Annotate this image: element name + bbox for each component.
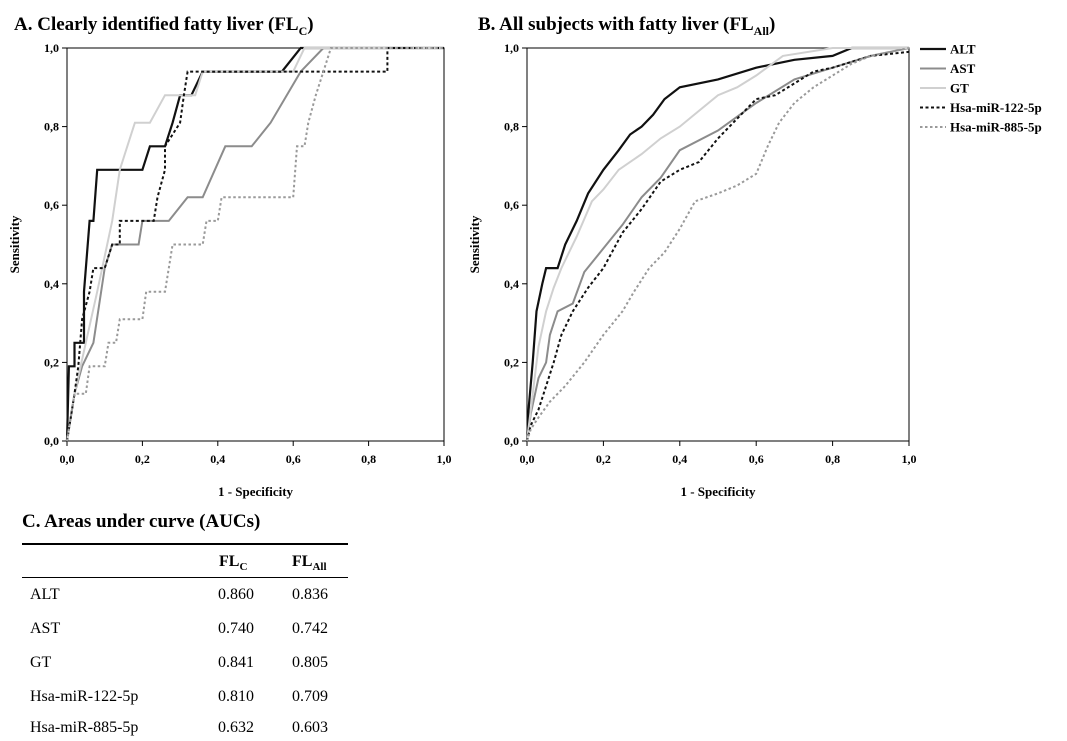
series-line-hsa-mir-122-5p xyxy=(526,50,910,442)
y-tick-label: 0,4 xyxy=(44,277,59,291)
legend-label: GT xyxy=(950,81,969,96)
series-line-ast xyxy=(526,47,910,442)
auc-flc: 0.810 xyxy=(218,688,254,705)
auc-flall: 0.836 xyxy=(292,586,328,603)
panel-a-title: A. Clearly identified fatty liver (FLC) xyxy=(14,14,314,38)
row-label: GT xyxy=(30,654,52,671)
table-top-rule xyxy=(22,543,348,545)
roc-charts: 0,0 0,2 0,4 0,6 0,8 1,0 0,0 0,2 0,4 0,6 0,8 1,0 1 - … xyxy=(7,41,1042,499)
x-tick-label: 1,0 xyxy=(437,452,452,466)
row-label: Hsa-miR-122-5p xyxy=(30,688,139,705)
series-line-hsa-mir-885-5p xyxy=(526,47,910,442)
series-line-alt xyxy=(525,46,909,442)
y-tick-label: 0,8 xyxy=(44,120,59,134)
x-tick-label: 0,6 xyxy=(286,452,301,466)
x-tick-label: 0,0 xyxy=(60,452,75,466)
auc-flall: 0.805 xyxy=(292,654,328,671)
panel-b-title: B. All subjects with fatty liver (FLAll) xyxy=(478,14,776,38)
x-axis-label: 1 - Specificity xyxy=(218,484,294,499)
x-tick-label: 0,6 xyxy=(749,452,764,466)
series-line-hsa-mir-122-5p xyxy=(66,47,444,442)
auc-table-title: C. Areas under curve (AUCs) xyxy=(22,511,261,532)
row-label: AST xyxy=(30,620,61,637)
legend-label: AST xyxy=(950,61,976,76)
x-tick-label: 0,8 xyxy=(825,452,840,466)
x-tick-label: 0,8 xyxy=(361,452,376,466)
x-tick-label: 1,0 xyxy=(902,452,917,466)
y-tick-label: 0,0 xyxy=(504,434,519,448)
plot-frame xyxy=(66,47,445,442)
y-axis-label: Sensitivity xyxy=(7,215,22,273)
y-tick-label: 0,0 xyxy=(44,434,59,448)
y-tick-label: 1,0 xyxy=(44,41,59,55)
row-label: ALT xyxy=(30,586,60,603)
auc-flc: 0.860 xyxy=(218,586,254,603)
table-header-flc: FLC xyxy=(219,553,248,574)
auc-flc: 0.632 xyxy=(218,719,254,736)
table-row: GT 0.841 0.805 xyxy=(22,654,348,676)
table-row: Hsa-miR-885-5p 0.632 0.603 xyxy=(22,719,348,741)
auc-flall: 0.709 xyxy=(292,688,328,705)
plot-frame xyxy=(526,47,910,442)
table-row: ALT 0.860 0.836 xyxy=(22,586,348,608)
series-line-gt xyxy=(526,47,909,442)
x-tick-label: 0,4 xyxy=(672,452,687,466)
y-tick-label: 0,6 xyxy=(44,198,59,212)
table-header-rule xyxy=(22,577,348,578)
auc-flc: 0.841 xyxy=(218,654,254,671)
y-tick-label: 0,2 xyxy=(504,355,519,369)
x-tick-label: 0,0 xyxy=(520,452,535,466)
table-header-flall: FLAll xyxy=(292,553,327,574)
x-axis-label: 1 - Specificity xyxy=(680,484,756,499)
legend-label: Hsa-miR-885-5p xyxy=(950,120,1042,135)
auc-flc: 0.740 xyxy=(218,620,254,637)
x-tick-label: 0,2 xyxy=(135,452,150,466)
row-label: Hsa-miR-885-5p xyxy=(30,719,139,736)
legend-label: Hsa-miR-122-5p xyxy=(950,100,1042,115)
y-axis-label: Sensitivity xyxy=(467,215,482,273)
auc-flall: 0.603 xyxy=(292,719,328,736)
table-row: Hsa-miR-122-5p 0.810 0.709 xyxy=(22,688,348,710)
y-tick-label: 0,6 xyxy=(504,198,519,212)
auc-flall: 0.742 xyxy=(292,620,328,637)
chart-a: 0,0 0,2 0,4 0,6 0,8 1,0 0,0 0,2 0,4 0,6 0,8 1,0 1 - … xyxy=(7,41,452,499)
y-tick-label: 0,4 xyxy=(504,277,519,291)
x-tick-label: 0,2 xyxy=(596,452,611,466)
y-tick-label: 0,8 xyxy=(504,120,519,134)
legend: ALT AST GT Hsa-miR-122-5p Hsa-miR-885-5p xyxy=(920,42,1042,135)
series-line-ast xyxy=(66,47,444,442)
chart-b: 0,0 0,2 0,4 0,6 0,8 1,0 0,0 0,2 0,4 0,6 0,8 1,0 1 - … xyxy=(467,41,1042,499)
y-tick-label: 1,0 xyxy=(504,41,519,55)
y-tick-label: 0,2 xyxy=(44,355,59,369)
series-line-hsa-mir-885-5p xyxy=(66,47,444,442)
x-tick-label: 0,4 xyxy=(210,452,225,466)
table-row: AST 0.740 0.742 xyxy=(22,620,348,642)
legend-label: ALT xyxy=(950,42,976,57)
